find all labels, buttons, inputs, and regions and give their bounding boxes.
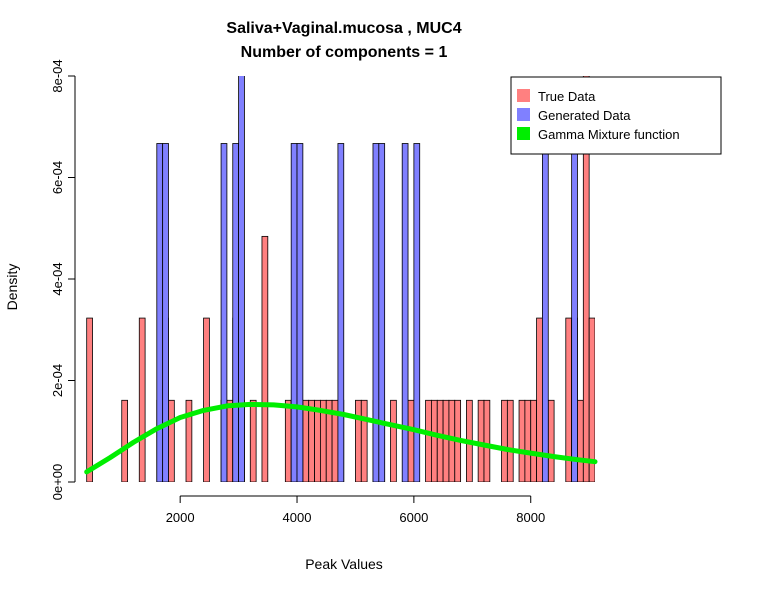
y-axis-label: Density xyxy=(4,264,20,311)
generated-data-bar xyxy=(378,143,386,482)
generated-data-bar xyxy=(571,143,578,482)
true-data-bar xyxy=(302,399,310,482)
y-axis: 0e+00 2e-04 4e-04 6e-04 8e-04 xyxy=(50,59,76,501)
generated-data-bar xyxy=(220,143,228,482)
legend: True Data Generated Data Gamma Mixture f… xyxy=(510,76,722,155)
true-data-bar xyxy=(86,317,93,482)
chart-title: Saliva+Vaginal.mucosa , MUC4 xyxy=(226,20,461,37)
true-data-bar xyxy=(431,399,438,482)
true-data-bar xyxy=(226,399,234,482)
true-data-bar xyxy=(308,399,315,482)
legend-label-gamma-mixture: Gamma Mixture function xyxy=(538,127,680,142)
true-data-bar xyxy=(249,399,257,482)
true-data-bar xyxy=(261,235,269,482)
true-data-bar xyxy=(536,317,543,482)
x-axis-label: Peak Values xyxy=(305,556,383,572)
y-tick-label: 0e+00 xyxy=(50,464,65,501)
true-data-bar xyxy=(506,399,514,482)
legend-swatch-gamma-mixture xyxy=(517,127,530,140)
true-data-bar xyxy=(185,399,193,482)
gamma-mixture-curve xyxy=(84,401,598,475)
true-data-bar xyxy=(121,399,128,482)
true-data-bar xyxy=(436,399,444,482)
true-data-bar xyxy=(407,399,415,482)
true-data-bar xyxy=(168,399,175,482)
y-tick-label: 4e-04 xyxy=(50,262,65,295)
generated-data-bar xyxy=(372,143,380,482)
true-data-bar xyxy=(442,399,450,482)
legend-box xyxy=(510,76,722,155)
true-data-bar xyxy=(477,399,485,482)
x-tick-label: 8000 xyxy=(516,510,545,525)
y-tick-label: 6e-04 xyxy=(50,161,65,194)
true-data-bar xyxy=(577,399,584,482)
legend-label-true-data: True Data xyxy=(538,89,596,104)
x-tick-label: 6000 xyxy=(399,510,428,525)
true-data-bar xyxy=(501,399,508,482)
generated-data-bar xyxy=(238,76,245,482)
true-data-bar xyxy=(588,317,595,482)
true-data-bar xyxy=(390,399,397,482)
chart-subtitle: Number of components = 1 xyxy=(241,44,448,61)
true-data-bar xyxy=(284,399,292,482)
true-data-bar xyxy=(547,399,555,482)
true-data-bar xyxy=(425,399,432,482)
true-data-bar xyxy=(530,399,537,482)
generated-data-bar xyxy=(542,143,549,482)
generated-data-bar xyxy=(296,143,304,482)
true-data-bar xyxy=(518,399,526,482)
generated-data-bar xyxy=(413,143,421,482)
true-data-bar xyxy=(138,317,146,482)
legend-label-generated-data: Generated Data xyxy=(538,108,631,123)
true-data-bar xyxy=(524,399,532,482)
legend-swatch-true-data xyxy=(517,89,530,102)
legend-swatch-generated-data xyxy=(517,108,530,121)
generated-data-bars xyxy=(156,76,578,482)
true-data-bar xyxy=(582,76,590,482)
generated-data-bar xyxy=(156,143,164,482)
true-data-bar xyxy=(483,399,491,482)
x-axis: 2000 4000 6000 8000 xyxy=(166,495,545,525)
true-data-bar xyxy=(360,399,368,482)
generated-data-bar xyxy=(401,143,409,482)
true-data-bar xyxy=(203,317,210,482)
y-tick-label: 8e-04 xyxy=(50,59,65,92)
generated-data-bar xyxy=(290,143,298,482)
x-tick-label: 2000 xyxy=(166,510,195,525)
generated-data-bar xyxy=(232,143,239,482)
generated-data-bar xyxy=(162,143,169,482)
true-data-bar xyxy=(355,399,362,482)
x-tick-label: 4000 xyxy=(283,510,312,525)
y-tick-label: 2e-04 xyxy=(50,364,65,397)
generated-data-bar xyxy=(337,143,345,482)
